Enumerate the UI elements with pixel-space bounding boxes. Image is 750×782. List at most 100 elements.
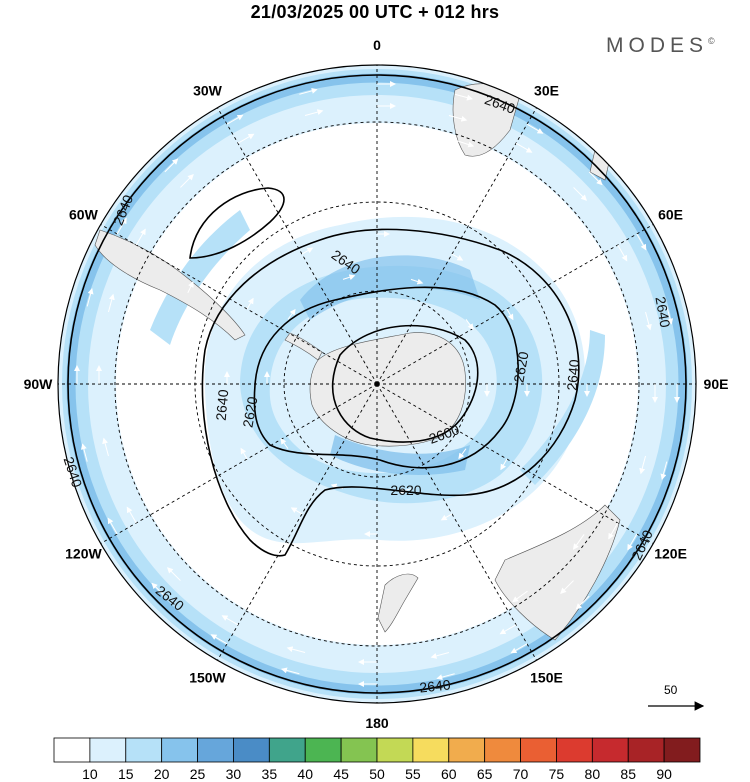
wind-arrow (636, 233, 647, 251)
wind-arrow (126, 445, 135, 464)
wind-arrow (440, 513, 453, 521)
contour-label: 2620 (510, 350, 531, 384)
wind-arrow (617, 244, 628, 262)
wind-arrow (299, 87, 318, 95)
wind-arrow (166, 567, 181, 581)
longitude-label: 30E (534, 82, 559, 98)
wind-arrow (436, 673, 455, 681)
contour-2640-closed-low (189, 187, 285, 259)
colorbar-swatch (233, 737, 270, 763)
jet-streak-3 (150, 210, 250, 345)
contour-label: 2620 (239, 395, 260, 429)
colorbar-tick-label: 90 (656, 766, 672, 782)
wind-arrow (423, 177, 437, 184)
wind-arrow (182, 463, 189, 476)
australia-land (494, 504, 621, 641)
wind-arrow (627, 533, 638, 551)
meridian-line (217, 383, 378, 661)
wind-arrow (451, 253, 464, 261)
wind-arrow (187, 281, 194, 294)
longitude-label: 120W (65, 546, 102, 562)
meridian-line (376, 383, 537, 661)
wind-arrow (180, 173, 194, 188)
wind-arrow (560, 474, 567, 487)
wind-arrow (411, 587, 424, 594)
wind-arrow (280, 438, 289, 449)
colorbar-swatch (412, 737, 450, 763)
colorbar-tick-label: 65 (477, 766, 493, 782)
longitude-labels: 0 30E 60E 90E 120E 150E 180 150W 120W 90W 60W 30W (24, 37, 729, 731)
colorbar-tick-label: 20 (154, 766, 170, 782)
wind-arrow (560, 580, 574, 595)
wind-arrow (151, 582, 166, 597)
colorbar-swatch (484, 737, 521, 763)
wind-arrow (235, 540, 247, 549)
colorbar-swatch (591, 737, 629, 763)
antarctic-peninsula (284, 332, 323, 361)
new-zealand-land (377, 573, 419, 633)
wind-reference-label: 50 (664, 683, 678, 697)
wind-arrow (506, 308, 514, 321)
wind-arrow (107, 293, 115, 313)
contour-2620 (253, 286, 519, 469)
colorbar-swatch (197, 737, 234, 763)
meridian-line (376, 107, 537, 385)
wind-arrow (246, 297, 254, 310)
colorbar-swatch (268, 737, 306, 763)
wind-arrow (135, 228, 146, 246)
wind-arrow (499, 624, 517, 635)
graticule (58, 65, 696, 703)
longitude-label: 60W (69, 207, 99, 223)
height-contours (67, 74, 687, 694)
wind-arrow (86, 288, 94, 307)
contour-label: 2640 (564, 359, 583, 392)
colorbar-tick-label: 45 (333, 766, 349, 782)
wind-arrow (572, 534, 585, 550)
jet-streak-2 (330, 435, 470, 475)
colorbar-tick-label: 40 (297, 766, 313, 782)
colorbar-swatch (376, 737, 414, 763)
wind-arrow (211, 579, 227, 592)
wind-arrow (287, 308, 296, 320)
wind-arrow (342, 274, 356, 281)
wind-arrow (588, 171, 603, 186)
wind-arrow (286, 646, 306, 654)
colorbar: 10 15 20 25 30 35 40 45 50 55 60 65 70 75 80 85 90 (53, 737, 701, 782)
brand-logo: MODES© (606, 34, 715, 58)
wind-arrow (126, 506, 137, 524)
wind-arrow (455, 140, 475, 148)
wind-arrow (454, 93, 473, 101)
longitude-label: 90W (24, 376, 54, 392)
wind-arrow (497, 547, 509, 557)
wind-arrow (290, 507, 303, 515)
longitude-label: 150W (189, 670, 226, 686)
longitude-label: 150E (530, 670, 563, 686)
wind-arrow (660, 461, 668, 480)
wind-arrow (666, 306, 674, 325)
wind-arrow (565, 292, 572, 305)
map-boundary (57, 64, 697, 704)
wind-arrow (317, 584, 331, 591)
wind-arrow (116, 217, 127, 235)
wind-arrow (240, 447, 248, 460)
colorbar-tick-label: 25 (190, 766, 206, 782)
colorbar-tick-label: 70 (513, 766, 529, 782)
wind-arrow (430, 652, 450, 659)
colorbar-tick-label: 15 (118, 766, 134, 782)
wind-arrow (210, 634, 228, 645)
wind-arrow (133, 286, 141, 306)
wind-arrow (169, 218, 182, 234)
wind-arrow (279, 620, 299, 628)
contour-label: 2640 (652, 295, 673, 329)
wind-arrow (613, 462, 621, 482)
map-title: 21/03/2025 00 UTC + 012 hrs (250, 2, 500, 22)
wind-arrow (107, 517, 118, 535)
wind-arrow (297, 133, 316, 142)
wind-arrow (608, 522, 619, 540)
colorbar-swatch (53, 737, 91, 763)
longitude-label: 180 (365, 715, 389, 731)
longitude-label: 0 (373, 37, 381, 53)
wind-arrow (573, 187, 588, 201)
colorbar-tick-label: 85 (620, 766, 636, 782)
meridian-line (376, 224, 654, 385)
